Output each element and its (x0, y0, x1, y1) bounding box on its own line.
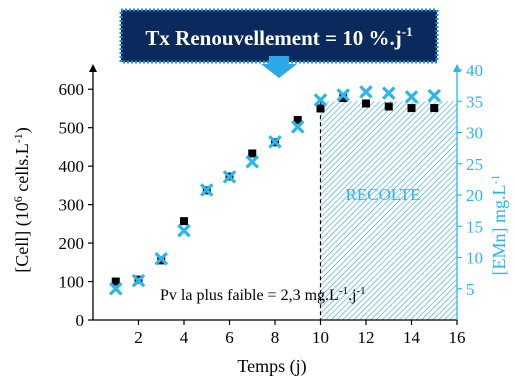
right-y-tick-label: 40 (466, 61, 483, 80)
emn-marker (336, 88, 351, 102)
x-tick-label: 2 (134, 328, 143, 347)
left-axis-label: [Cell] (106 cells.L-1) (11, 127, 33, 272)
banner-text: Tx Renouvellement = 10 %.j-1 (145, 24, 412, 50)
x-tick-label: 12 (358, 328, 375, 347)
annotation-text: Pv la plus faible = 2,3 mg.L-1.j-1 (160, 285, 366, 304)
x-tick-label: 4 (180, 328, 189, 347)
right-y-tick-label: 30 (466, 124, 483, 143)
emn-marker (268, 135, 282, 149)
cell-marker (111, 277, 120, 286)
right-y-tick-label: 20 (466, 186, 483, 205)
cell-marker (293, 116, 302, 124)
emn-marker (359, 85, 373, 99)
left-y-tick-label: 100 (59, 273, 85, 292)
harvest-region (320, 101, 457, 320)
banner: Tx Renouvellement = 10 %.j-1 (119, 8, 439, 64)
right-axis-label: [EMn] mg.L-1 (488, 175, 509, 276)
x-tick-label: 16 (449, 328, 466, 347)
x-tick-label: 14 (403, 328, 421, 347)
marks (108, 85, 442, 296)
cell-marker (316, 104, 325, 113)
emn-marker (131, 273, 146, 288)
emn-marker (381, 86, 396, 100)
emn-marker (404, 90, 419, 104)
left-y-tick-label: 500 (59, 119, 85, 138)
x-axis-label: Temps (j) (237, 356, 306, 377)
right-y-tick-label: 5 (466, 280, 475, 299)
x-tick-label: 8 (271, 328, 280, 347)
cell-marker (430, 104, 439, 113)
left-y-tick-label: 200 (59, 234, 85, 253)
right-y-tick-label: 25 (466, 155, 483, 174)
left-y-tick-label: 0 (76, 311, 85, 330)
emn-marker (427, 88, 442, 103)
axes: 2 4 6 8 10 12 14 16 0 100 200 300 400 500 600 5 10 15 20 25… (59, 61, 484, 347)
harvest-label: RECOLTE (346, 185, 421, 204)
right-y-tick-label: 15 (466, 217, 483, 236)
left-axis-arrow-icon (89, 64, 97, 72)
right-axis-arrow-icon (453, 64, 461, 72)
emn-marker (108, 281, 123, 296)
emn-marker (313, 93, 328, 107)
cell-marker (180, 217, 188, 226)
cell-marker (339, 94, 348, 103)
emn-marker (177, 223, 191, 238)
emn-marker (199, 183, 214, 197)
emn-marker (245, 155, 260, 169)
cell-marker (248, 149, 257, 158)
banner-arrow-icon (261, 56, 297, 78)
right-y-tick-label: 10 (466, 249, 483, 268)
left-y-tick-label: 600 (59, 80, 85, 99)
left-y-tick-label: 300 (59, 196, 85, 215)
x-tick-label: 10 (312, 328, 329, 347)
cell-marker (362, 99, 370, 108)
emn-marker (222, 170, 237, 184)
emn-marker (290, 120, 305, 134)
cell-marker (407, 104, 416, 113)
left-y-tick-label: 400 (59, 157, 85, 176)
emn-marker (154, 251, 169, 266)
banner-box (119, 8, 439, 64)
cell-marker (384, 102, 393, 111)
right-y-tick-label: 35 (466, 92, 483, 111)
x-tick-label: 6 (225, 328, 234, 347)
